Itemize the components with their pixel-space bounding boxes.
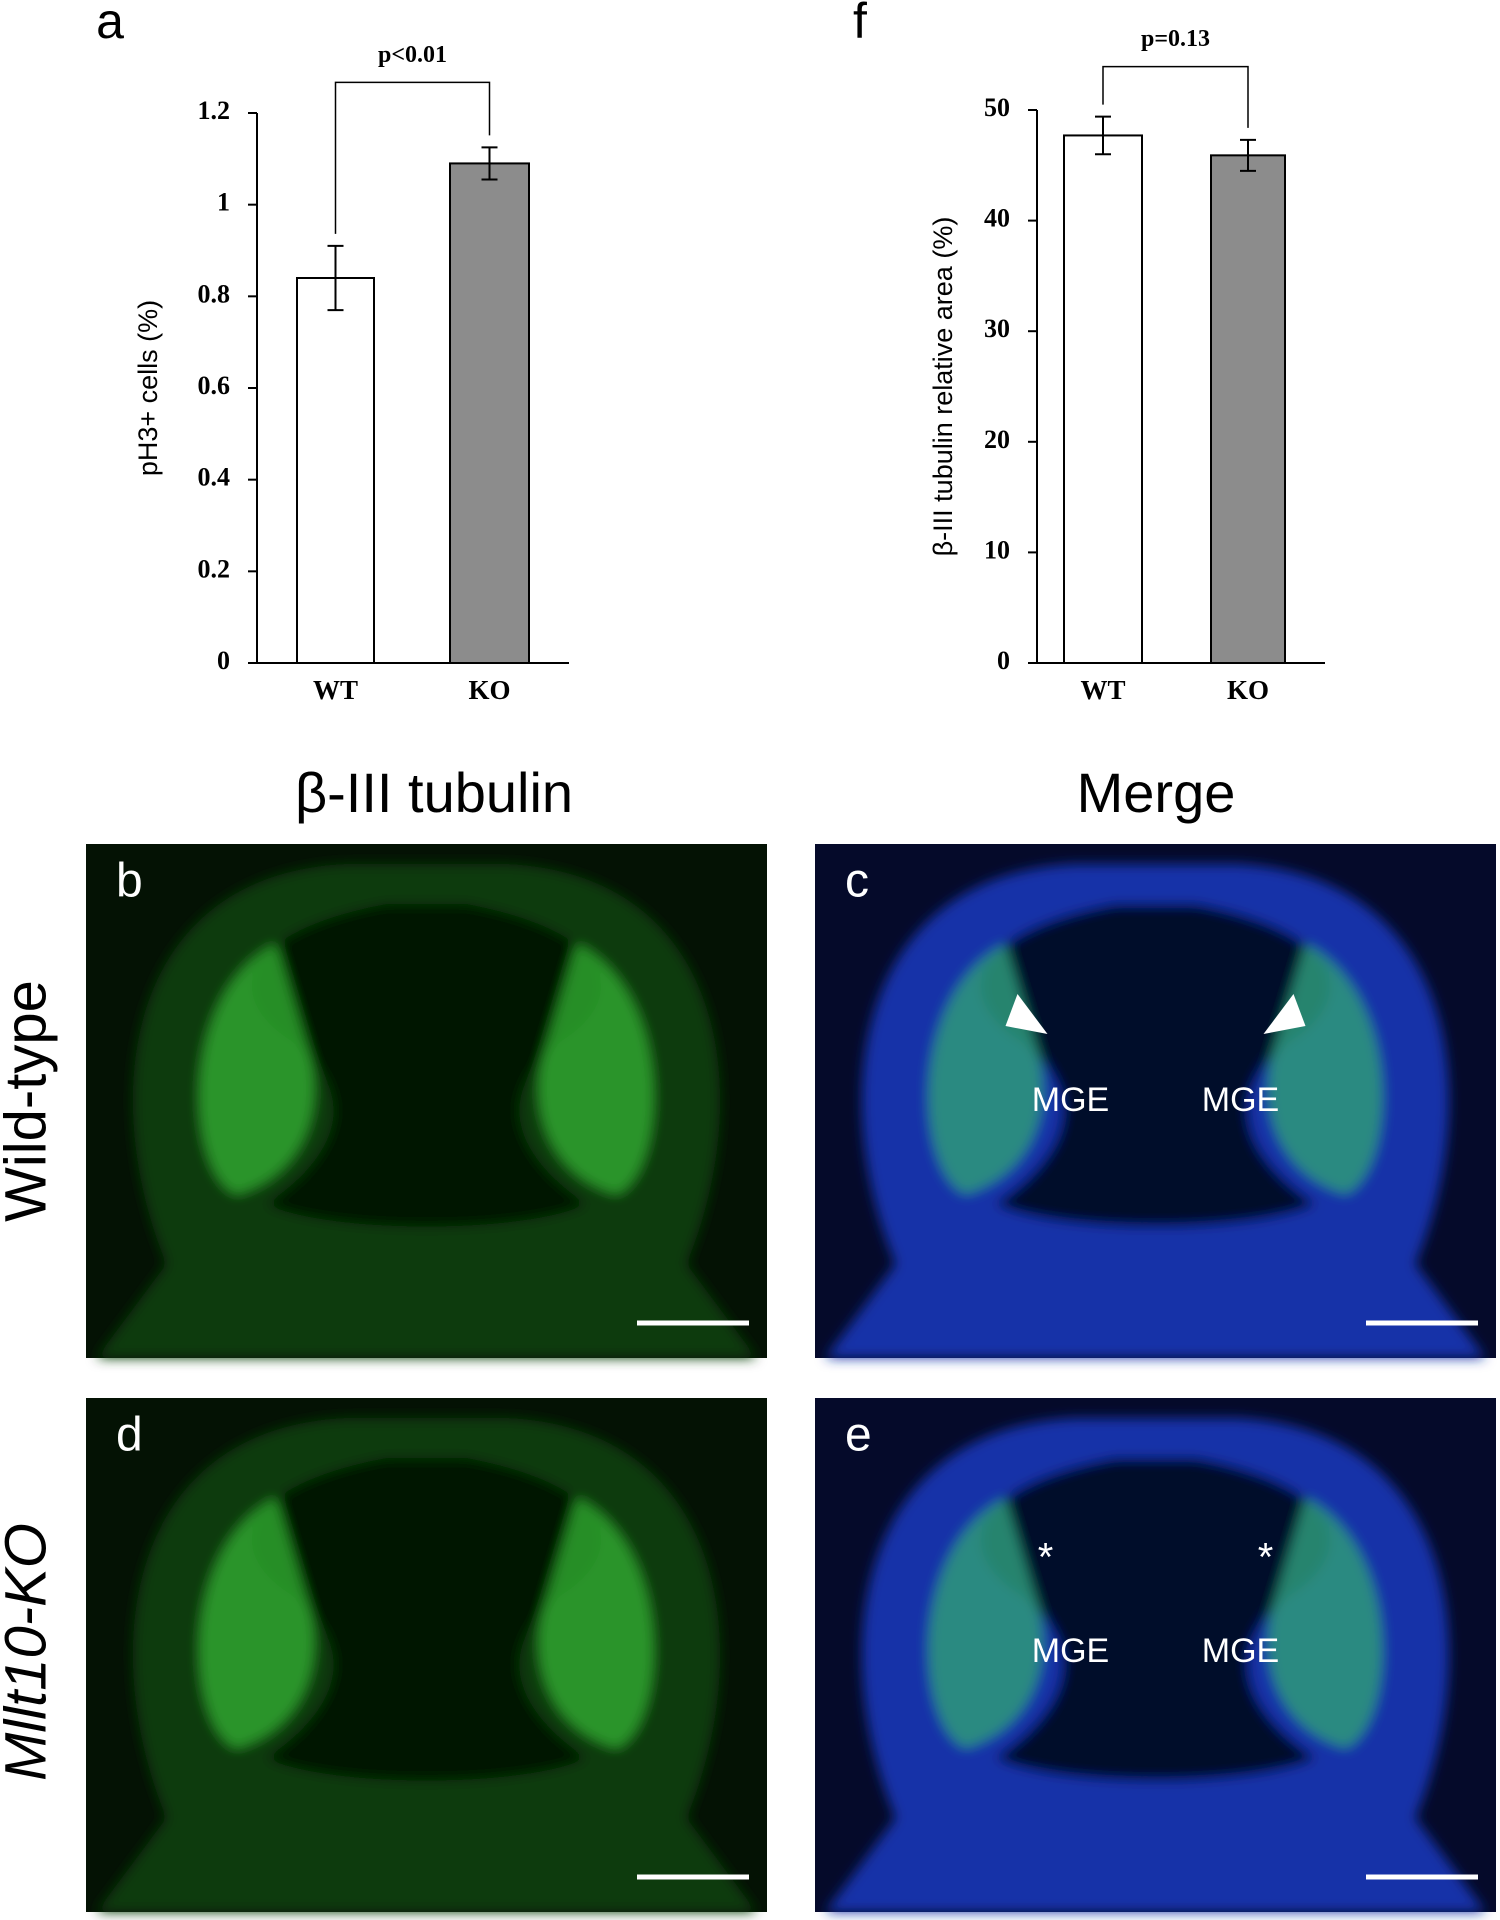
neuroepithelium	[1268, 1498, 1383, 1748]
neuroepithelium	[199, 944, 314, 1194]
panel-label: b	[116, 855, 143, 908]
error-bar	[1095, 115, 1111, 156]
ventricle	[251, 1458, 602, 1781]
x-tick-label: WT	[313, 675, 358, 705]
ventricle	[980, 1458, 1331, 1781]
arrowhead	[1263, 994, 1306, 1034]
tissue	[96, 1418, 757, 1912]
row-label: Wild-type	[0, 980, 58, 1222]
asterisk: *	[1038, 1536, 1054, 1580]
arrowhead	[1005, 994, 1048, 1034]
panel-label: e	[845, 1409, 872, 1462]
micrographs: b c MGE MGE d e MGE * MGE *	[86, 844, 1496, 1912]
column-header: β-III tubulin	[295, 761, 573, 824]
y-tick-label: 0	[217, 646, 230, 675]
neuroepithelium	[199, 1498, 314, 1748]
neuroepithelium	[928, 1498, 1043, 1748]
neuroepithelium	[539, 1498, 654, 1748]
y-tick-label: 1	[217, 188, 230, 217]
significance-bracket	[1102, 65, 1249, 128]
region-label: MGE	[1202, 1632, 1279, 1670]
column-header: Merge	[1077, 761, 1236, 824]
y-tick-label: 1.2	[198, 96, 231, 125]
bar	[296, 277, 375, 664]
x-tick-label: KO	[1227, 675, 1269, 705]
row-label: Mllt10-KO	[0, 1523, 58, 1781]
ventricle	[980, 904, 1331, 1227]
panel-label: d	[116, 1409, 143, 1462]
p-value: p<0.01	[378, 42, 447, 68]
bar	[1063, 134, 1143, 665]
asterisk: *	[1258, 1536, 1274, 1580]
region-label: MGE	[1032, 1632, 1109, 1670]
error-bar	[1240, 138, 1256, 172]
y-tick-label: 10	[984, 535, 1010, 564]
tissue	[825, 864, 1486, 1358]
x-tick-label: KO	[468, 675, 510, 705]
p-value: p=0.13	[1141, 26, 1210, 52]
region-label: MGE	[1032, 1081, 1109, 1119]
y-axis-label: β-III tubulin relative area (%)	[928, 217, 958, 557]
region-label: MGE	[1202, 1081, 1279, 1119]
tissue	[825, 1418, 1486, 1912]
y-tick-label: 20	[984, 425, 1010, 454]
y-tick-label: 0.6	[198, 371, 231, 400]
error-bar	[481, 146, 498, 181]
y-tick-label: 0.4	[198, 463, 231, 492]
y-tick-label: 0.8	[198, 279, 231, 308]
y-tick-label: 0.2	[198, 554, 231, 583]
ventricle	[251, 904, 602, 1227]
y-tick-label: 50	[984, 93, 1010, 122]
tissue	[96, 864, 757, 1358]
y-tick-label: 40	[984, 204, 1010, 233]
panel-label: c	[845, 855, 869, 908]
panel-label: f	[853, 0, 867, 49]
y-axis-label: pH3+ cells (%)	[133, 300, 163, 476]
x-tick-label: WT	[1080, 675, 1125, 705]
bar	[449, 162, 530, 665]
bar	[1210, 154, 1286, 664]
significance-bracket	[334, 81, 491, 234]
error-bar	[327, 244, 344, 312]
y-tick-label: 30	[984, 314, 1010, 343]
panel-label: a	[96, 0, 124, 49]
y-tick-label: 0	[997, 646, 1010, 675]
neuroepithelium	[539, 944, 654, 1194]
